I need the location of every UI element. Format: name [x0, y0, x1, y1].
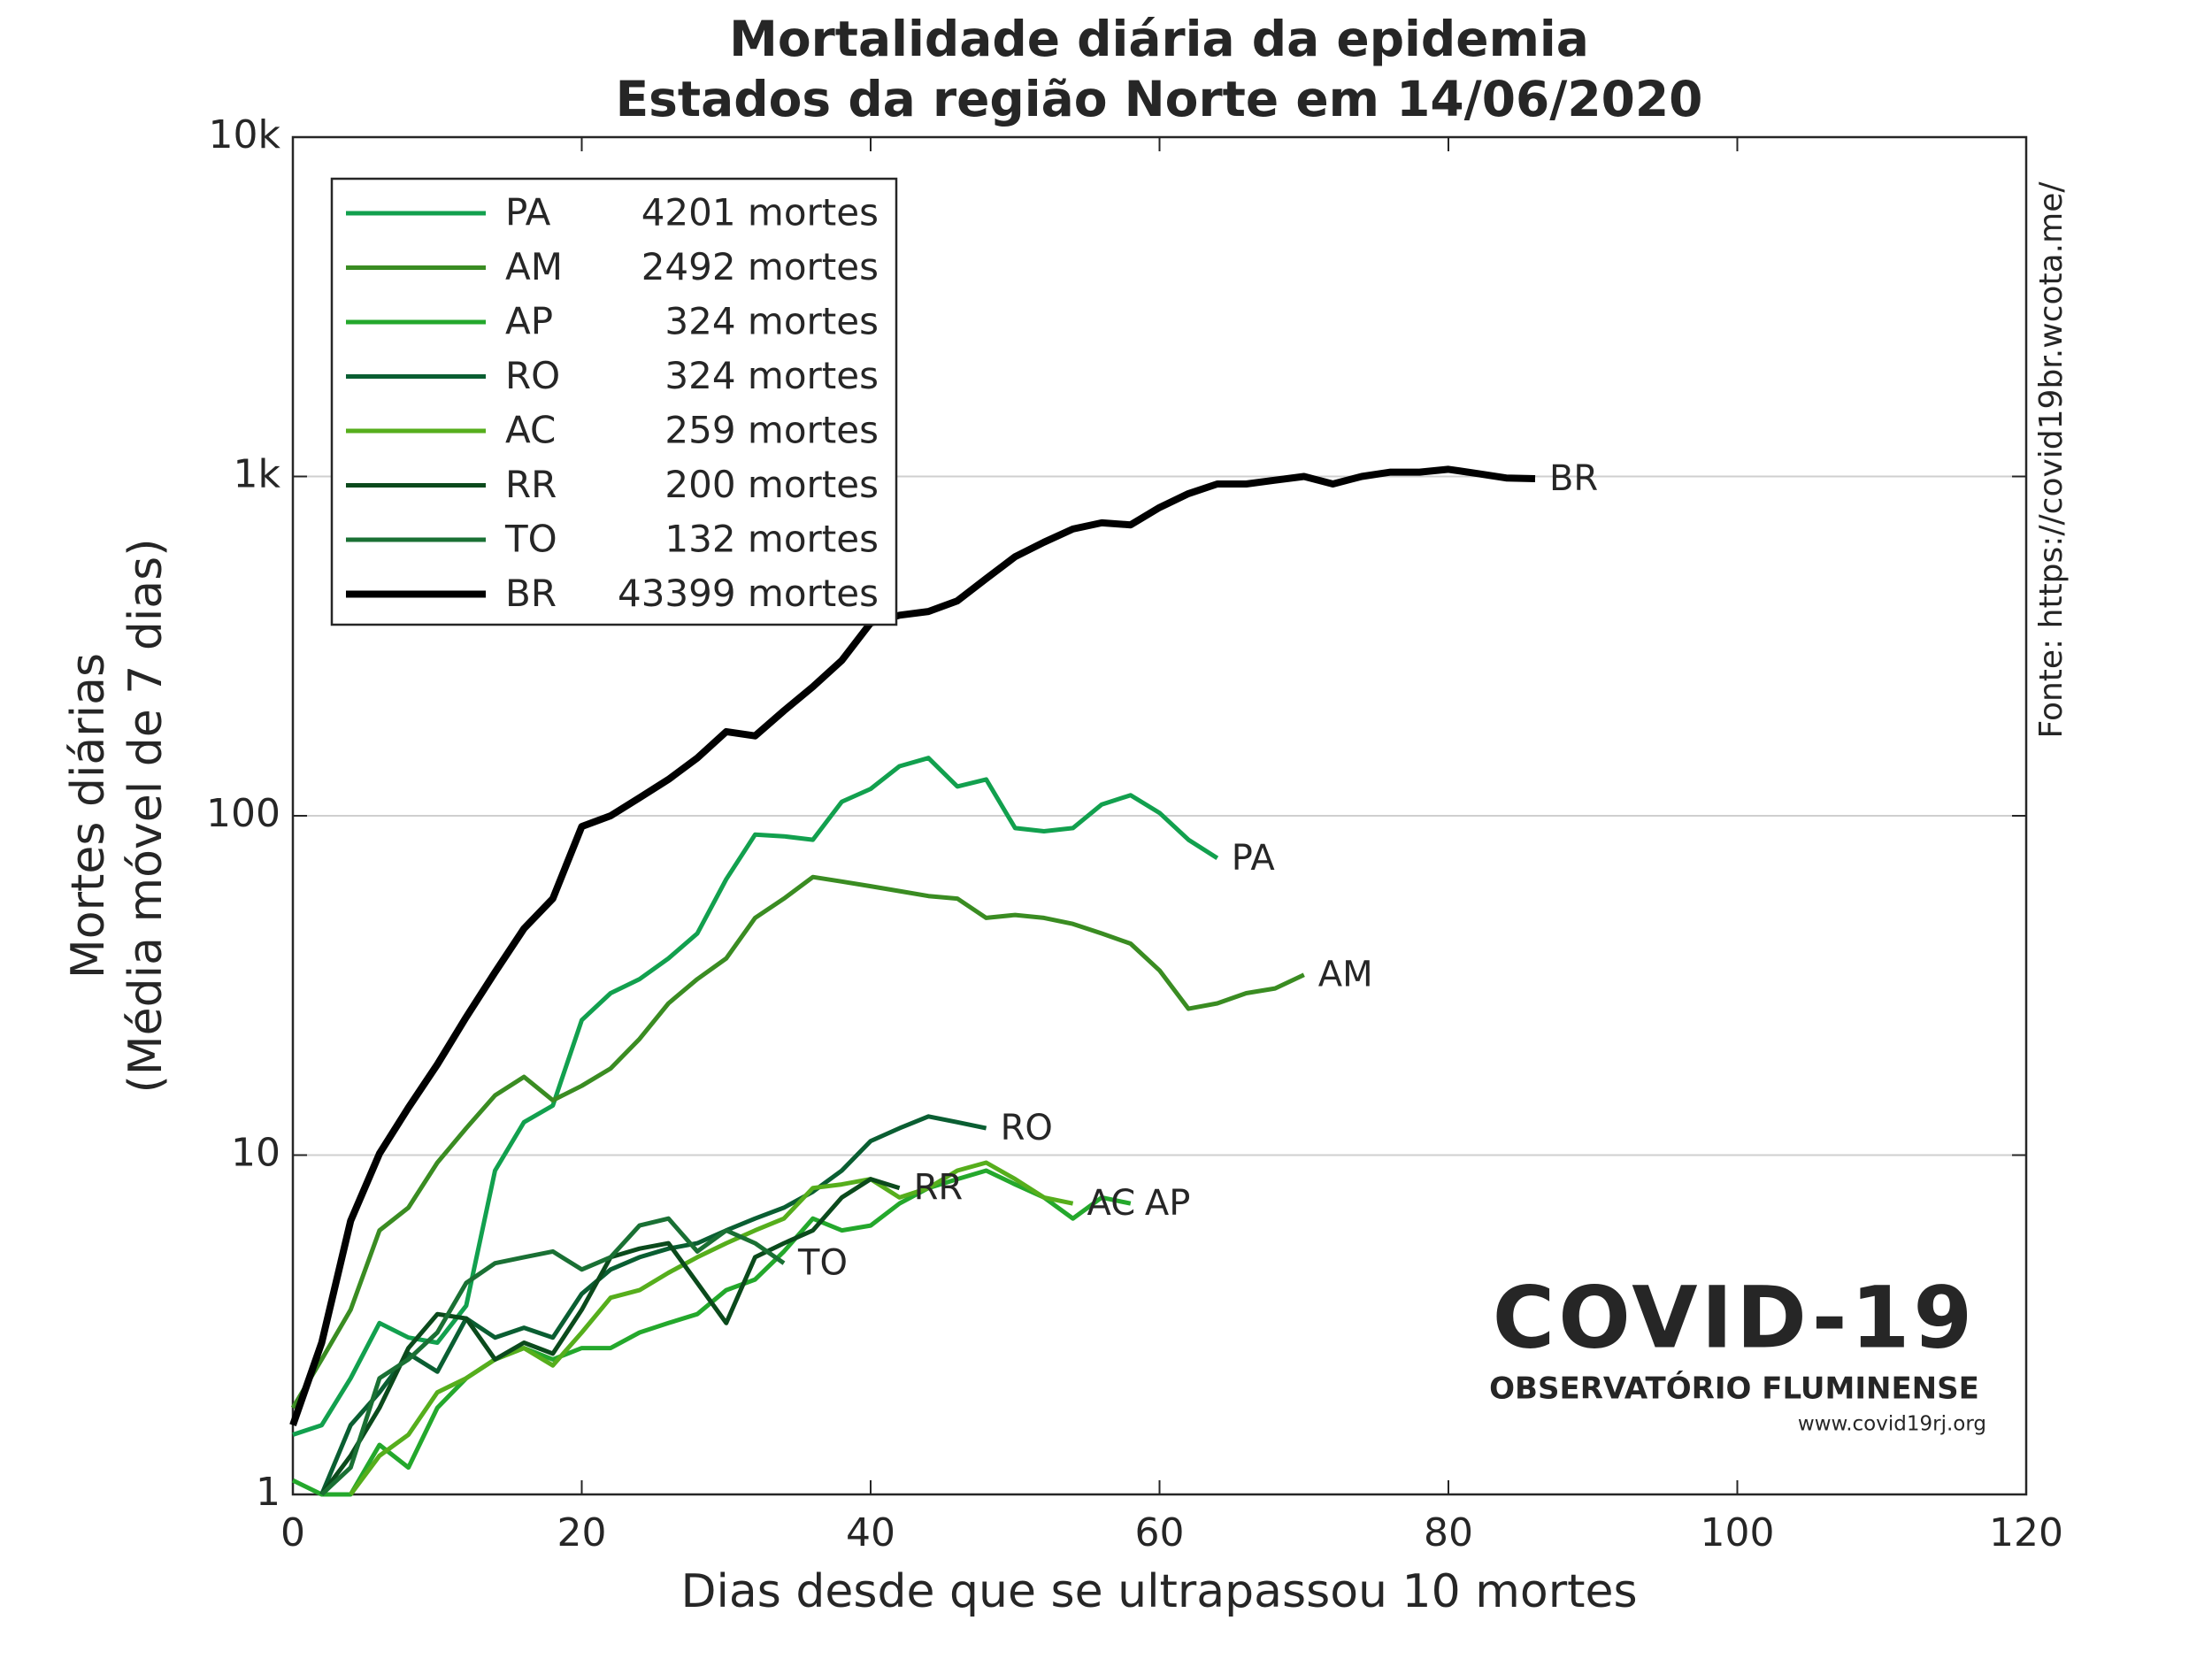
series-line — [291, 1168, 1132, 1497]
chart-subtitle: Estados da região Norte em 14/06/2020 — [616, 71, 1703, 127]
series-end-label: RO — [1001, 1108, 1053, 1148]
legend-deaths: 259 mortes — [664, 409, 879, 452]
x-tick-label: 20 — [557, 1510, 607, 1555]
series-end-label: AP — [1145, 1183, 1190, 1224]
legend-label: AM — [505, 245, 563, 288]
legend-label: RR — [505, 463, 557, 506]
x-tick-label: 100 — [1701, 1510, 1775, 1555]
x-tick-label: 0 — [280, 1510, 305, 1555]
logo-subtitle: OBSERVATÓRIO FLUMINENSE — [1489, 1371, 1979, 1407]
x-tick-label: 80 — [1424, 1510, 1473, 1555]
legend-label: BR — [505, 572, 557, 615]
plot-frame — [291, 135, 2028, 1496]
series-end-label: AC — [1087, 1183, 1136, 1224]
legend-label: PA — [505, 191, 551, 234]
y-tick-label: 100 — [206, 791, 280, 836]
series-end-label: TO — [797, 1243, 848, 1284]
legend-deaths: 2492 mortes — [641, 245, 879, 288]
legend-label: RO — [505, 354, 560, 397]
legend-deaths: 4201 mortes — [641, 191, 879, 234]
source-note: Fonte: https://covid19br.wcota.me/ — [2033, 181, 2070, 739]
legend-deaths: 43399 mortes — [618, 572, 879, 615]
chart-title: Mortalidade diária da epidemia — [729, 11, 1589, 67]
legend-deaths: 132 mortes — [664, 518, 879, 561]
series-line — [319, 1216, 786, 1496]
series-end-label: PA — [1232, 838, 1276, 879]
y-tick-label: 1k — [234, 452, 281, 497]
legend-deaths: 324 mortes — [664, 300, 879, 343]
series-line — [292, 756, 1219, 1437]
legend-label: TO — [504, 518, 557, 561]
y-axis-label: (Média móvel de 7 dias) — [119, 538, 173, 1093]
series-end-label: BR — [1549, 458, 1598, 499]
x-tick-label: 40 — [846, 1510, 895, 1555]
series-line — [290, 874, 1305, 1409]
y-tick-label: 10k — [209, 112, 281, 157]
series-line — [349, 1160, 1074, 1496]
y-tick-label: 10 — [231, 1131, 280, 1176]
logo-title: COVID-19 — [1493, 1268, 1976, 1367]
legend-label: AP — [505, 300, 553, 343]
legend-label: AC — [505, 409, 556, 452]
legend-deaths: 324 mortes — [664, 354, 879, 397]
x-tick-label: 60 — [1135, 1510, 1185, 1555]
series-line — [319, 1114, 987, 1495]
y-axis-label: Mortes diárias — [62, 653, 115, 979]
x-tick-label: 120 — [1989, 1510, 2063, 1555]
series-end-label: RR — [914, 1168, 964, 1209]
logo-url: www.covid19rj.org — [1798, 1413, 1986, 1436]
y-tick-label: 1 — [256, 1470, 280, 1515]
legend-box — [330, 177, 898, 626]
series-end-label: AM — [1318, 955, 1373, 995]
series-line — [289, 465, 1536, 1427]
legend-deaths: 200 mortes — [664, 463, 879, 506]
x-axis-label: Dias desde que se ultrapassou 10 mortes — [680, 1565, 1637, 1618]
